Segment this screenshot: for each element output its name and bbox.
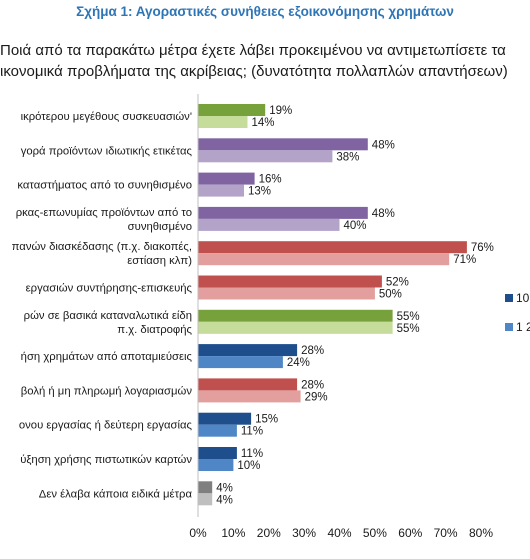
category-label: ικρότερου μεγέθους συσκευασιών' xyxy=(21,111,192,123)
category-label: ρών σε βασικά καταναλωτικά είδη π.χ. διατ… xyxy=(24,310,193,336)
data-label: 28% xyxy=(301,345,324,357)
data-label: 11% xyxy=(241,448,263,460)
category-label: ύξηση χρήσης πιστωτικών καρτών xyxy=(20,454,192,466)
data-label: 50% xyxy=(379,289,402,301)
bar-series-1 xyxy=(198,447,237,459)
question-line-2: ικονομικά προβλήματα της ακρίβειας; (δυν… xyxy=(0,63,508,80)
legend-label: 1 2 xyxy=(516,320,530,334)
bar-series-1 xyxy=(198,481,213,494)
bar-series-1 xyxy=(198,206,368,219)
bar-series-1 xyxy=(198,138,368,151)
bar-series-2 xyxy=(198,493,213,506)
bar-series-1 xyxy=(198,275,382,288)
data-label: 71% xyxy=(453,254,476,266)
x-tick-label: 20% xyxy=(257,526,281,540)
bar-series-1 xyxy=(198,309,393,322)
data-label: 4% xyxy=(216,494,233,506)
bar-series-1 xyxy=(198,241,467,254)
data-label: 29% xyxy=(305,391,328,403)
bar-series-1 xyxy=(198,344,298,357)
data-label: 28% xyxy=(301,379,324,391)
category-label: γορά προϊόντων ιδιωτικής ετικέτας xyxy=(21,145,193,157)
category-label-line: καταστήματος από το συνηθισμένο xyxy=(17,180,192,192)
data-label: 24% xyxy=(287,357,310,369)
bar-series-2 xyxy=(198,287,375,300)
category-label-line: ρκας-επωνυμίας προϊόντων από το xyxy=(16,207,192,219)
category-label-line: π.χ. διατροφής xyxy=(117,324,192,336)
bar-series-1 xyxy=(198,104,266,116)
legend-label: 10 xyxy=(516,291,530,305)
data-label: 40% xyxy=(344,220,367,232)
category-label-line: ικρότερου μεγέθους συσκευασιών' xyxy=(21,111,192,123)
legend-swatch xyxy=(505,294,513,302)
question-line-1: Ποιά από τα παρακάτω μέτρα έχετε λάβει π… xyxy=(0,42,506,59)
data-label: 19% xyxy=(269,105,292,117)
data-label: 55% xyxy=(397,323,420,335)
category-label-line: ρών σε βασικά καταναλωτικά είδη xyxy=(24,310,192,322)
data-label: 55% xyxy=(397,311,420,323)
data-label: 16% xyxy=(259,174,282,186)
category-label: καταστήματος από το συνηθισμένο xyxy=(17,180,192,192)
data-label: 38% xyxy=(336,151,359,163)
x-tick-label: 60% xyxy=(398,526,422,540)
x-tick-label: 70% xyxy=(434,526,458,540)
bar-series-2 xyxy=(198,150,333,163)
category-label: πανών διασκέδασης (π.χ. διακοπές, εστίαση… xyxy=(12,241,193,267)
legend-swatch xyxy=(505,323,513,331)
data-label: 13% xyxy=(248,186,271,198)
x-tick-label: 0% xyxy=(189,526,207,540)
data-label: 4% xyxy=(216,482,233,494)
data-label: 11% xyxy=(241,426,263,438)
bar-series-2 xyxy=(198,116,248,128)
category-label-line: εργασιών συντήρησης-επισκευής xyxy=(26,283,193,295)
x-tick-label: 50% xyxy=(363,526,387,540)
bar-series-2 xyxy=(198,390,301,403)
category-label-line: συνηθισμένο xyxy=(128,221,192,233)
category-label-line: πανών διασκέδασης (π.χ. διακοπές, xyxy=(12,241,192,253)
category-label: εργασιών συντήρησης-επισκευής xyxy=(26,283,193,295)
category-label-line: Δεν έλαβα κάποια ειδικά μέτρα xyxy=(39,488,193,500)
bar-series-1 xyxy=(198,412,252,425)
bar-series-2 xyxy=(198,459,234,471)
figure-title: Σχήμα 1: Αγοραστικές συνήθειες εξοικονόμ… xyxy=(76,4,454,19)
bar-series-2 xyxy=(198,184,244,197)
data-label: 14% xyxy=(252,117,275,129)
data-label: 15% xyxy=(255,414,278,426)
category-label-line: εστίαση κλπ) xyxy=(127,255,192,267)
category-label-line: βολή ή μη πληρωμή λογαριασμών xyxy=(21,385,193,397)
x-tick-label: 40% xyxy=(327,526,351,540)
category-label: Δεν έλαβα κάποια ειδικά μέτρα xyxy=(39,488,193,500)
x-tick-label: 10% xyxy=(221,526,245,540)
bar-series-1 xyxy=(198,172,255,185)
bar-series-1 xyxy=(198,378,298,391)
data-label: 48% xyxy=(372,139,395,151)
category-label: ρκας-επωνυμίας προϊόντων από το συνηθισμέ… xyxy=(16,207,192,233)
category-label: ήση χρημάτων από αποταμιεύσεις xyxy=(21,351,193,363)
category-label: ονου εργασίας ή δεύτερη εργασίας xyxy=(19,420,193,432)
question-text: Ποιά από τα παρακάτω μέτρα έχετε λάβει π… xyxy=(0,40,530,82)
data-label: 76% xyxy=(471,242,494,254)
category-label: βολή ή μη πληρωμή λογαριασμών xyxy=(21,385,193,397)
x-tick-label: 30% xyxy=(292,526,316,540)
bar-series-2 xyxy=(198,424,237,437)
category-label-line: ονου εργασίας ή δεύτερη εργασίας xyxy=(19,420,193,432)
category-label-line: ήση χρημάτων από αποταμιεύσεις xyxy=(21,351,193,363)
bar-series-2 xyxy=(198,356,283,369)
category-label-line: ύξηση χρήσης πιστωτικών καρτών xyxy=(20,454,192,466)
x-tick-label: 80% xyxy=(469,526,493,540)
data-label: 48% xyxy=(372,208,395,220)
data-label: 10% xyxy=(237,460,260,472)
category-label-line: γορά προϊόντων ιδιωτικής ετικέτας xyxy=(21,145,193,157)
bar-series-2 xyxy=(198,321,393,334)
bar-series-2 xyxy=(198,253,450,266)
bar-series-2 xyxy=(198,218,340,231)
data-label: 52% xyxy=(386,277,409,289)
